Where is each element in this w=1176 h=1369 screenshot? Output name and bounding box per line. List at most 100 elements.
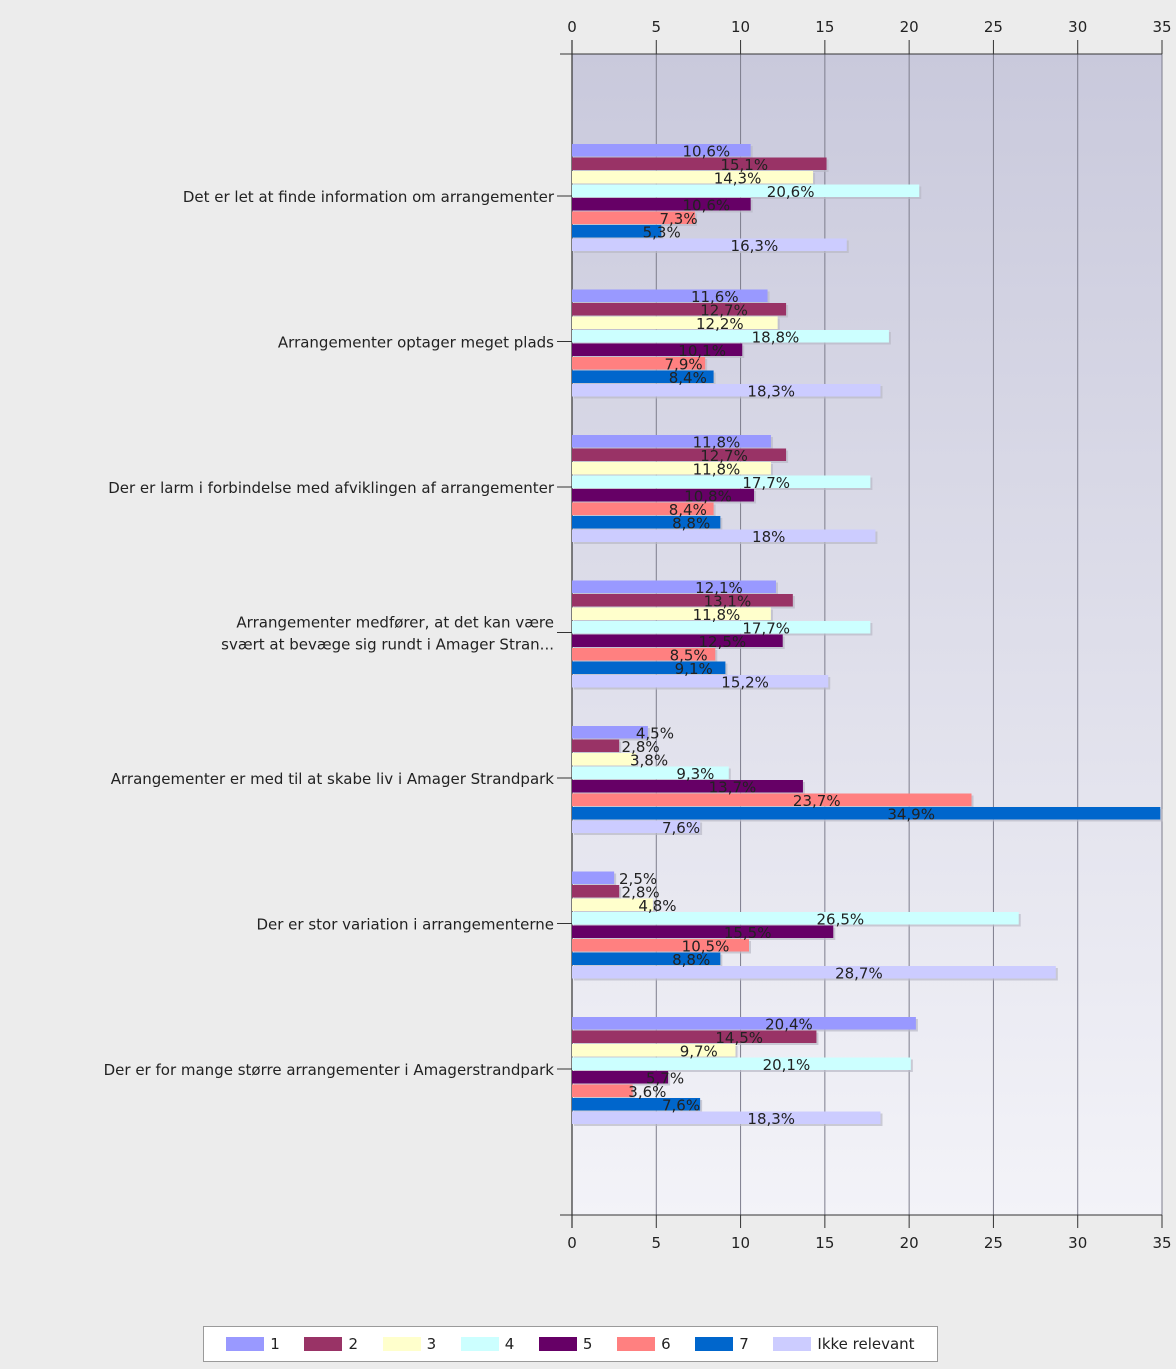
bar [572, 343, 743, 356]
category-label: svært at bevæge sig rundt i Amager Stran… [221, 636, 554, 654]
data-label: 17,7% [742, 620, 790, 638]
bar [572, 780, 803, 793]
bar [572, 516, 721, 529]
bar [572, 529, 876, 542]
data-label: 8,4% [669, 369, 707, 387]
category-label: Det er let at finde information om arran… [183, 188, 555, 206]
legend-swatch [695, 1337, 734, 1351]
data-label: 12,7% [700, 447, 748, 465]
bar [572, 157, 827, 170]
data-label: 20,4% [765, 1016, 813, 1034]
legend-swatch [304, 1337, 343, 1351]
bar [572, 1017, 916, 1030]
bar [572, 502, 714, 515]
legend: 1 2 3 4 5 6 7 Ikke relevant [203, 1326, 938, 1362]
bar [572, 1044, 736, 1057]
legend-label: 2 [348, 1335, 358, 1353]
bar [572, 1030, 817, 1043]
bar [572, 912, 1019, 925]
x-tick-label-top: 30 [1068, 18, 1087, 36]
bar [572, 661, 726, 674]
data-label: 15,2% [721, 674, 769, 692]
legend-item: 5 [538, 1335, 593, 1353]
data-label: 18% [752, 528, 785, 546]
legend-item: 2 [304, 1335, 358, 1353]
legend-label: 1 [270, 1335, 280, 1353]
data-label: 5,7% [646, 1070, 684, 1088]
legend-swatch [773, 1337, 812, 1351]
legend-label: 7 [739, 1335, 749, 1353]
data-label: 7,9% [665, 356, 703, 374]
data-label: 12,1% [695, 579, 743, 597]
data-label: 10,1% [678, 342, 726, 360]
bar [572, 289, 768, 302]
bar [572, 1084, 633, 1097]
data-label: 12,7% [700, 302, 748, 320]
legend-item: 1 [226, 1335, 280, 1353]
data-label: 11,8% [693, 461, 741, 479]
bar [572, 184, 920, 197]
legend-label: 3 [426, 1335, 437, 1353]
data-label: 8,4% [669, 501, 707, 519]
legend-swatch [226, 1337, 265, 1351]
x-tick-label-bottom: 35 [1152, 1234, 1171, 1252]
data-label: 15,1% [720, 156, 768, 174]
data-label: 12,2% [696, 315, 744, 333]
data-label: 17,7% [742, 474, 790, 492]
legend-swatch [617, 1337, 656, 1351]
data-label: 9,3% [676, 765, 714, 783]
data-label: 20,6% [767, 183, 815, 201]
data-label: 12,5% [699, 633, 747, 651]
bar [572, 634, 783, 647]
data-label: 34,9% [887, 806, 935, 824]
data-label: 20,1% [763, 1056, 811, 1074]
category-label: Arrangementer medfører, at det kan være [236, 614, 554, 632]
bar [572, 966, 1056, 979]
bar [572, 871, 615, 884]
data-label: 10,8% [684, 488, 732, 506]
bar [572, 648, 716, 661]
bar [572, 303, 787, 316]
data-label: 10,6% [683, 143, 731, 161]
x-tick-label-top: 20 [900, 18, 919, 36]
x-tick-label-bottom: 20 [900, 1234, 919, 1252]
bar [572, 1098, 701, 1111]
data-label: 7,6% [662, 819, 700, 837]
x-tick-label-top: 35 [1152, 18, 1171, 36]
data-label: 4,5% [636, 725, 674, 743]
bar [572, 939, 749, 952]
bar [572, 739, 620, 752]
legend-item: Ikke relevant [773, 1335, 915, 1353]
data-label: 16,3% [731, 237, 779, 255]
bar [572, 316, 778, 329]
data-label: 5,3% [643, 224, 681, 242]
data-label: 13,7% [709, 779, 757, 797]
data-label: 9,7% [680, 1043, 718, 1061]
legend-item: 4 [460, 1335, 514, 1353]
data-label: 26,5% [817, 911, 865, 929]
data-label: 14,5% [715, 1029, 763, 1047]
legend-label: Ikke relevant [817, 1335, 915, 1353]
category-label: Der er larm i forbindelse med afviklinge… [108, 479, 555, 497]
bar [572, 1111, 881, 1124]
data-label: 15,5% [724, 924, 772, 942]
data-label: 7,3% [659, 210, 697, 228]
legend-label: 5 [582, 1335, 593, 1353]
bar [572, 1071, 669, 1084]
x-tick-label-top: 10 [731, 18, 750, 36]
x-tick-label-bottom: 25 [984, 1234, 1003, 1252]
bar [572, 621, 871, 634]
data-label: 11,6% [691, 288, 739, 306]
x-tick-label-top: 5 [652, 18, 662, 36]
x-tick-label-top: 25 [984, 18, 1003, 36]
bar [572, 753, 637, 766]
bar [572, 925, 834, 938]
bar [572, 489, 755, 502]
category-label: Arrangementer optager meget plads [278, 334, 554, 352]
bar [572, 435, 771, 448]
data-label: 11,8% [693, 434, 741, 452]
legend-swatch [538, 1337, 577, 1351]
data-label: 23,7% [793, 792, 841, 810]
